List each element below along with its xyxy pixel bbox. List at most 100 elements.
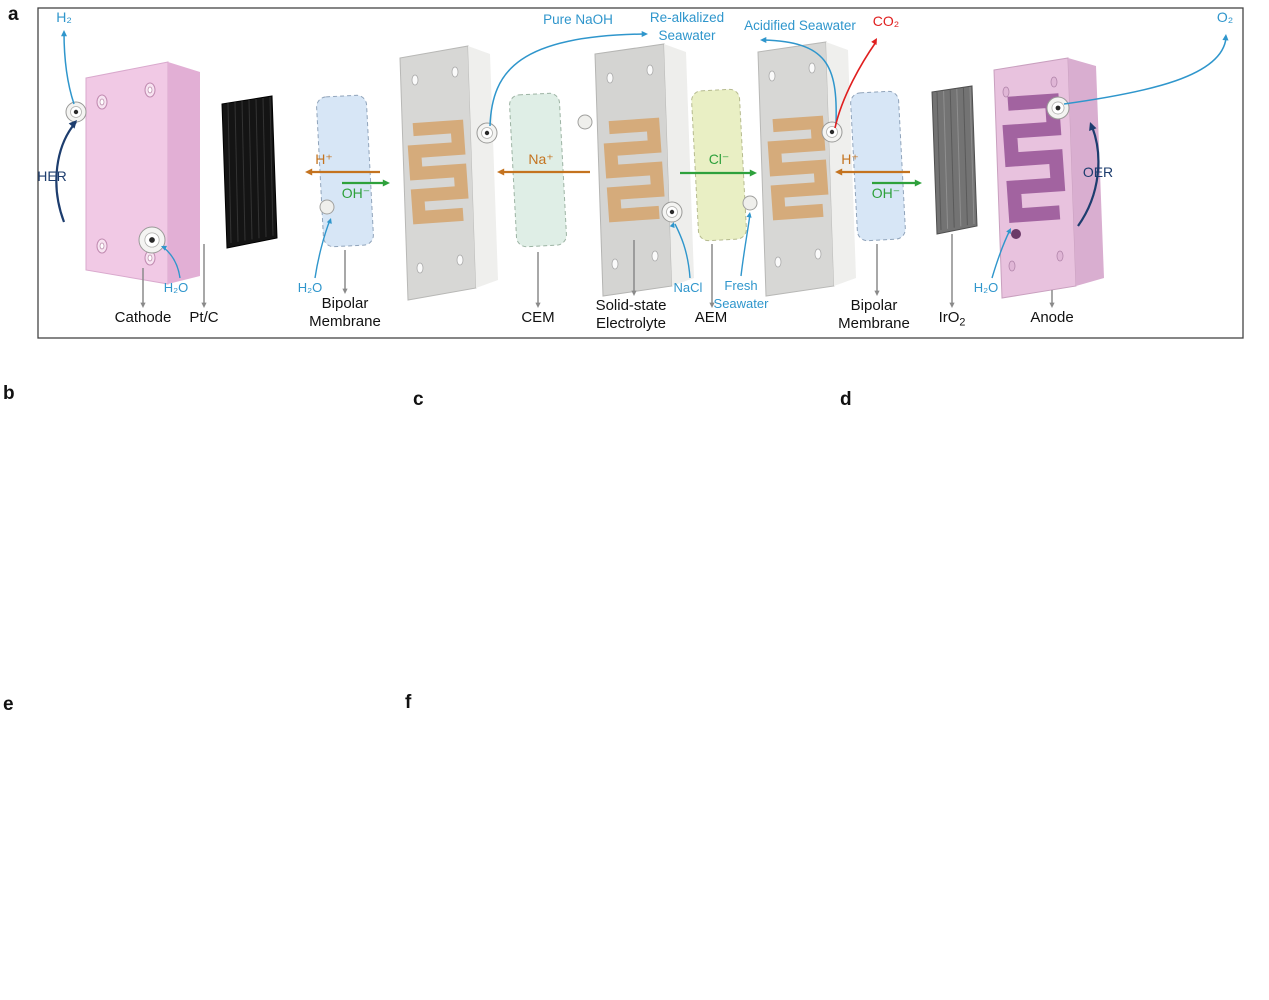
oh-minus-label-1: OH⁻ — [342, 185, 370, 201]
h2-arrow — [63, 31, 75, 105]
bolt-hole — [147, 254, 153, 262]
her-label: HER — [37, 168, 67, 184]
oer-arrow — [1077, 123, 1100, 227]
component-label: AEM — [695, 309, 728, 326]
h2o-arrow-iro2 — [1006, 228, 1011, 234]
component-label: Solid-state — [596, 297, 667, 314]
component-arrow — [949, 302, 955, 308]
bolt-hole — [768, 70, 776, 82]
aem-membrane — [691, 88, 747, 242]
flow-channel-1 — [407, 119, 469, 225]
fresh-seawater-arrow — [740, 213, 751, 277]
her-arrow — [55, 121, 77, 223]
anode-plate-side — [1068, 58, 1104, 286]
flow-plate-1-side — [468, 46, 498, 288]
panel-letter-c: c — [413, 389, 424, 410]
port-fitting — [149, 237, 155, 243]
pure-naoh-arrow — [489, 33, 645, 127]
panel-letter-f: f — [405, 692, 412, 713]
component-arrow — [140, 302, 146, 308]
component-arrow — [201, 302, 207, 308]
component-label: CEM — [521, 309, 554, 326]
component-label: IrO2 — [939, 309, 966, 329]
bolt-hole — [456, 254, 464, 266]
anode-channel-hole — [1011, 229, 1021, 239]
h2o-arrow-bpm — [326, 218, 332, 224]
panel-letter-d: d — [840, 389, 852, 410]
flow-plate-2-side — [826, 42, 856, 286]
her-arrow — [68, 120, 77, 129]
iro2-texture — [943, 90, 949, 229]
bolt-hole — [1056, 250, 1064, 262]
component-label: Cathode — [115, 309, 172, 326]
component-arrow — [709, 302, 715, 308]
component-label: Membrane — [838, 315, 910, 332]
iro2-texture — [949, 89, 955, 228]
ptc-texture — [262, 97, 267, 238]
port-fitting — [669, 209, 675, 215]
component-arrow — [631, 290, 637, 296]
co2-arrow — [834, 41, 877, 129]
h-plus-arrow-2 — [835, 168, 843, 176]
h2o-arrow-bpm — [314, 219, 331, 279]
cathode-plate-side — [168, 62, 200, 284]
component-arrow — [342, 288, 348, 294]
bolt-hole — [416, 262, 424, 274]
oh-minus-arrow-2 — [914, 179, 922, 187]
co2-label: CO₂ — [873, 13, 899, 29]
ptc-texture — [234, 101, 239, 242]
port-knob — [319, 199, 335, 215]
cem-membrane — [509, 92, 567, 248]
h-plus-label-1: H⁺ — [315, 151, 333, 167]
component-arrow — [535, 302, 541, 308]
port-fitting — [73, 109, 79, 115]
ptc-texture — [248, 99, 253, 240]
component-label: Membrane — [309, 313, 381, 330]
bolt-hole — [611, 258, 619, 270]
iro2-texture — [956, 88, 962, 227]
port-fitting — [484, 130, 490, 136]
na-plus-label: Na⁺ — [528, 151, 553, 167]
bolt-hole — [451, 66, 459, 78]
oh-minus-label-2: OH⁻ — [872, 185, 900, 201]
acidified-seawater-arrow — [760, 37, 767, 43]
iro2-texture — [969, 86, 975, 225]
h2o-arrow-iro2 — [991, 229, 1011, 279]
component-label: Bipolar — [851, 297, 898, 314]
acidified-seawater-arrow — [763, 39, 837, 125]
flow-channel-sse — [603, 117, 665, 223]
flow-channel-2 — [767, 115, 829, 221]
bipolar-membrane-2 — [850, 90, 906, 242]
h2o-label-bpm: H₂O — [298, 280, 323, 295]
panel-a-schematic: H₂ HER H₂O H⁺ OH⁻ Na⁺ Cl⁻ H⁺ OH⁻ Pure NaOH Re-alka… — [37, 7, 1244, 339]
panel-letter-b: b — [3, 383, 15, 404]
bolt-hole — [606, 72, 614, 84]
oh-minus-arrow-1 — [382, 179, 390, 187]
port-knob — [742, 195, 758, 211]
cl-minus-arrow — [749, 169, 757, 177]
acidified-seawater-label: Acidified Seawater — [744, 18, 856, 33]
component-label: Pt/C — [189, 309, 218, 326]
bolt-hole — [1050, 76, 1058, 88]
o2-arrow — [1063, 37, 1227, 105]
nacl-label: NaCl — [674, 280, 703, 295]
bolt-hole — [99, 242, 105, 250]
co2-arrow — [871, 38, 877, 45]
bolt-hole — [646, 64, 654, 76]
bolt-hole — [99, 98, 105, 106]
bolt-hole — [808, 62, 816, 74]
bolt-hole — [1002, 86, 1010, 98]
ptc-texture — [241, 100, 246, 241]
h-plus-arrow-1 — [305, 168, 313, 176]
fresh-seawater-arrow — [746, 212, 752, 218]
oer-arrow — [1089, 122, 1097, 131]
cl-minus-label: Cl⁻ — [709, 151, 730, 167]
pure-naoh-arrow — [641, 31, 648, 37]
acidified-ph-heatmap — [450, 395, 755, 647]
iro2-texture — [962, 87, 968, 226]
bolt-hole — [411, 74, 419, 86]
h-plus-label-2: H⁺ — [841, 151, 859, 167]
realkalized-seawater-label: Seawater — [658, 28, 716, 43]
